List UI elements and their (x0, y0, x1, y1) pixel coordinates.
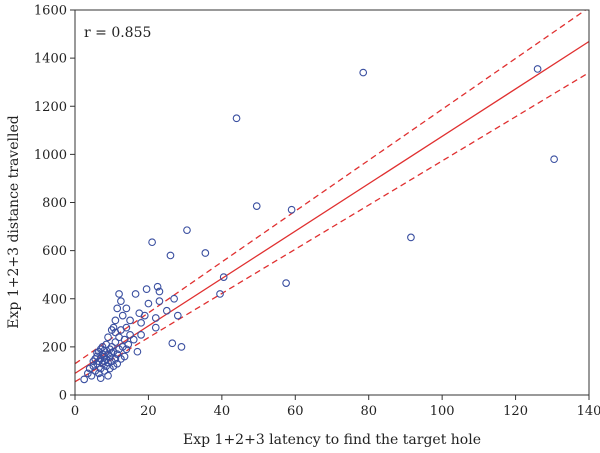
x-tick-label: 20 (140, 404, 157, 419)
correlation-annotation: r = 0.855 (84, 25, 151, 41)
data-point (100, 357, 109, 366)
data-point (107, 349, 116, 357)
axis-ticks: 0 20 40 60 80 100 120 1400200400600800100012001… (34, 4, 600, 420)
data-point (155, 297, 164, 306)
data-point (148, 238, 156, 247)
data-point (113, 350, 122, 358)
plot-frame (74, 9, 590, 396)
data-point (131, 290, 140, 298)
data-point (137, 330, 145, 339)
data-point (155, 287, 164, 296)
data-point (252, 202, 261, 210)
data-point (201, 249, 210, 257)
data-point (282, 279, 290, 287)
data-points (80, 65, 558, 384)
data-point (117, 297, 125, 306)
y-axis-title: Exp 1+2+3 distance travelled (6, 115, 22, 328)
fit-lines (75, 10, 589, 383)
y-axis-title-text: Exp 1+2+3 distance travelled (6, 115, 22, 328)
data-point (115, 290, 123, 298)
data-point (359, 68, 368, 77)
x-tick-label: 40 (214, 404, 231, 419)
data-point (122, 323, 131, 332)
data-point (107, 343, 116, 351)
data-point (144, 299, 153, 308)
data-point (153, 282, 162, 291)
data-point (109, 323, 118, 332)
y-tick-label: 1200 (34, 100, 67, 115)
data-point (124, 340, 133, 349)
data-point (170, 294, 178, 303)
data-point (287, 205, 296, 214)
data-point (140, 311, 149, 320)
data-point (104, 333, 112, 342)
y-tick-label: 1000 (34, 148, 67, 163)
y-tick-label: 800 (42, 196, 67, 211)
data-point (113, 359, 122, 368)
y-tick-label: 1400 (34, 52, 67, 67)
data-point (126, 316, 134, 325)
data-point (122, 304, 131, 313)
data-point (166, 251, 175, 260)
x-tick-label: 140 (577, 404, 600, 419)
data-point (137, 318, 145, 327)
x-tick-label: 0 (71, 404, 79, 419)
data-point (151, 323, 160, 332)
data-point (98, 350, 107, 358)
data-point (133, 347, 142, 356)
data-point (219, 273, 228, 281)
data-point (216, 290, 224, 298)
x-tick-label: 120 (503, 404, 528, 419)
data-point (93, 359, 101, 368)
y-tick-label: 200 (42, 340, 67, 355)
data-point (111, 355, 120, 363)
confidence-upper-line (75, 10, 587, 365)
y-tick-label: 0 (59, 389, 67, 404)
x-axis-title: Exp 1+2+3 latency to find the target hol… (183, 432, 481, 448)
data-point (533, 65, 542, 73)
data-point (550, 155, 558, 164)
data-point (173, 311, 182, 320)
data-point (104, 371, 112, 380)
data-point (407, 233, 415, 242)
x-tick-label: 60 (287, 404, 304, 419)
y-tick-label: 400 (42, 292, 67, 307)
data-point (162, 306, 171, 315)
data-point (126, 330, 134, 339)
data-point (96, 345, 105, 354)
data-point (111, 316, 120, 325)
x-tick-label: 80 (360, 404, 377, 419)
data-point (120, 335, 129, 344)
data-point (177, 343, 186, 351)
data-point (168, 339, 177, 348)
data-point (96, 374, 105, 383)
data-point (80, 375, 89, 384)
data-point (129, 335, 138, 344)
y-tick-label: 600 (42, 244, 67, 259)
x-tick-label: 100 (430, 404, 455, 419)
data-point (151, 314, 160, 322)
data-point (113, 304, 122, 313)
plot-area (75, 10, 589, 384)
data-point (120, 352, 129, 361)
data-point (122, 345, 131, 354)
y-tick-label: 1600 (34, 4, 67, 19)
data-point (111, 338, 120, 346)
data-point (142, 285, 151, 293)
data-point (87, 371, 96, 380)
confidence-lower-line (75, 72, 589, 383)
data-point (118, 311, 127, 320)
regression-line (75, 40, 589, 374)
data-point (232, 114, 241, 123)
data-point (183, 226, 191, 235)
